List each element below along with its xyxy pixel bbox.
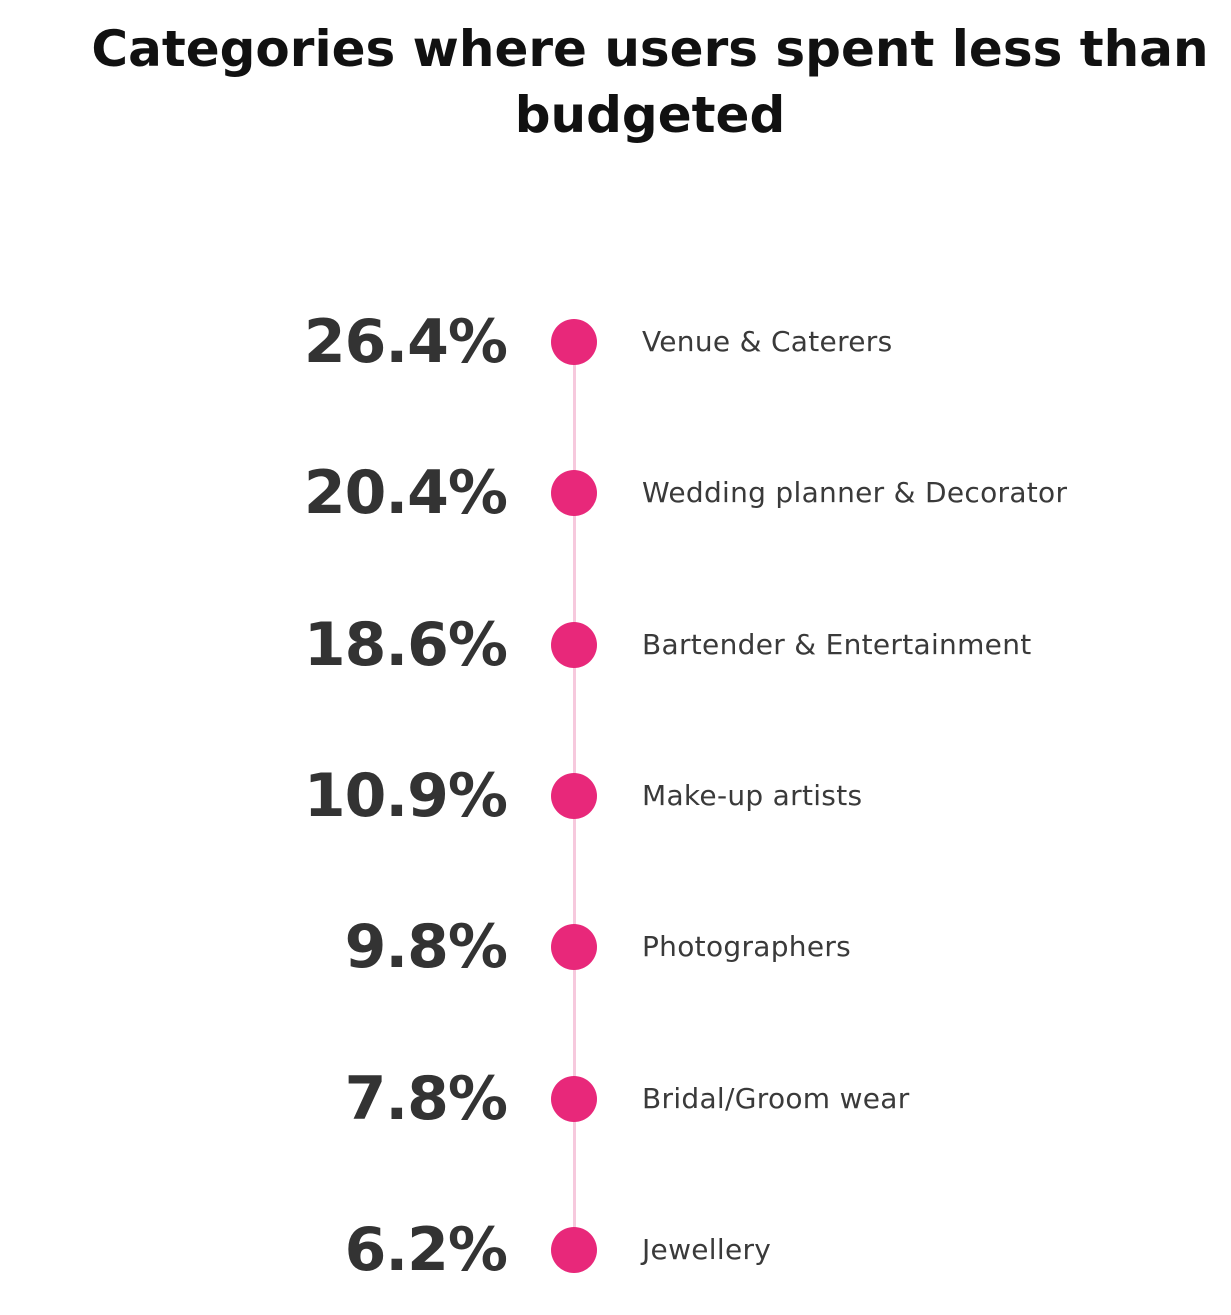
category-label: Wedding planner & Decorator [642, 476, 1068, 510]
value-label: 26.4% [303, 307, 508, 377]
value-label: 7.8% [344, 1063, 508, 1134]
category-label: Bridal/Groom wear [642, 1081, 910, 1115]
timeline-dot [551, 772, 597, 819]
category-label: Make-up artists [642, 778, 863, 812]
value-label: 10.9% [303, 760, 508, 831]
value-label: 18.6% [303, 609, 508, 680]
timeline-dot [551, 924, 597, 971]
timeline-dot [551, 470, 597, 517]
timeline-dot [551, 621, 597, 668]
timeline-dot [551, 1226, 597, 1273]
chart-title: Categories where users spent less than b… [91, 20, 1209, 144]
value-label: 6.2% [344, 1214, 508, 1285]
value-label: 9.8% [344, 912, 508, 983]
category-label: Jewellery [642, 1232, 772, 1266]
value-label: 20.4% [303, 458, 508, 529]
timeline-dot [551, 1075, 597, 1122]
category-label: Photographers [642, 930, 852, 964]
category-label: Venue & Caterers [642, 325, 893, 358]
timeline-dot [551, 319, 597, 365]
category-label: Bartender & Entertainment [642, 627, 1032, 661]
